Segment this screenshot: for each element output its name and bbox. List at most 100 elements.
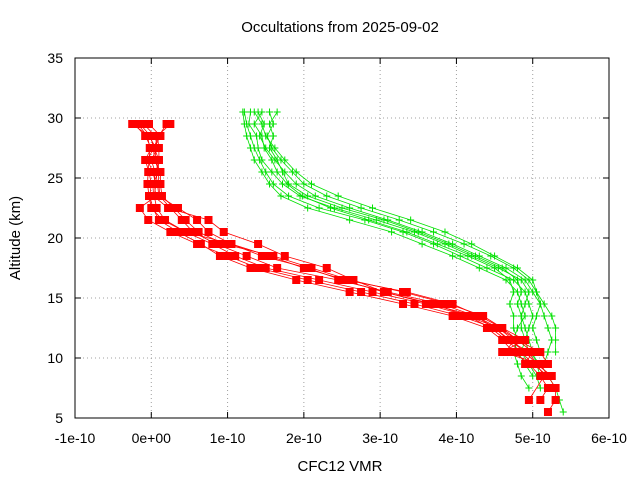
data-point	[240, 120, 248, 128]
data-point	[273, 264, 282, 272]
data-point	[471, 312, 480, 320]
data-point	[533, 312, 541, 320]
data-point	[273, 108, 281, 116]
x-tick-label: 5e-10	[515, 430, 551, 446]
series-line	[148, 123, 549, 377]
data-point	[509, 348, 518, 356]
data-point	[170, 204, 179, 212]
data-point	[548, 312, 556, 320]
data-point	[510, 312, 518, 320]
data-point	[543, 360, 552, 368]
data-point	[513, 336, 522, 344]
data-point	[414, 228, 422, 236]
data-point	[533, 336, 541, 344]
data-point	[536, 360, 545, 368]
y-tick-label: 20	[47, 230, 63, 246]
data-point	[517, 300, 525, 308]
x-tick-label: 1e-10	[210, 430, 246, 446]
data-point	[529, 324, 537, 332]
data-point	[266, 180, 274, 188]
data-point	[315, 204, 323, 212]
x-tick-label: -1e-10	[55, 430, 96, 446]
data-point	[543, 384, 552, 392]
data-point	[407, 216, 415, 224]
data-point	[277, 192, 285, 200]
data-point	[156, 180, 165, 188]
series-line	[139, 123, 553, 377]
data-point	[345, 288, 354, 296]
red-series	[149, 120, 552, 368]
data-point	[504, 336, 513, 344]
data-point	[315, 276, 324, 284]
data-point	[143, 132, 152, 140]
x-tick-label: 2e-10	[286, 430, 322, 446]
data-point	[498, 336, 507, 344]
red-series	[128, 120, 537, 368]
data-point	[307, 180, 315, 188]
data-point	[139, 120, 148, 128]
data-point	[456, 312, 465, 320]
data-point	[143, 180, 152, 188]
data-point	[219, 228, 228, 236]
data-point	[521, 324, 529, 332]
data-point	[261, 264, 270, 272]
data-point	[502, 348, 511, 356]
data-point	[533, 288, 541, 296]
x-tick-label: 6e-10	[591, 430, 627, 446]
data-point	[551, 396, 560, 404]
data-point	[285, 192, 293, 200]
data-point	[472, 252, 479, 260]
data-point	[189, 228, 198, 236]
data-point	[491, 252, 499, 260]
data-point	[292, 168, 300, 176]
data-point	[521, 312, 529, 320]
data-point	[498, 264, 506, 272]
data-point	[300, 180, 308, 188]
x-axis: -1e-10 0e+00 1e-10 2e-10 3e-10 4e-10 5e-10 6e-1…	[55, 58, 627, 446]
data-point	[273, 168, 281, 176]
data-point	[162, 120, 171, 128]
data-point	[430, 228, 438, 236]
data-point	[369, 204, 377, 212]
data-point	[449, 252, 457, 260]
y-tick-label: 10	[47, 350, 63, 366]
data-point	[181, 216, 190, 224]
data-point	[327, 204, 335, 212]
data-point	[521, 336, 530, 344]
data-point	[166, 228, 175, 236]
data-point	[399, 288, 408, 296]
chart-title: Occultations from 2025-09-02	[241, 19, 439, 36]
data-point	[441, 228, 449, 236]
data-point	[181, 228, 190, 236]
data-point	[298, 192, 306, 200]
data-point	[280, 252, 289, 260]
data-point	[193, 216, 202, 224]
x-tick-label: 4e-10	[439, 430, 475, 446]
data-point	[269, 252, 278, 260]
data-point	[258, 108, 266, 116]
data-point	[483, 264, 491, 272]
data-point	[551, 384, 560, 392]
data-point	[543, 372, 552, 380]
red-series	[135, 120, 556, 380]
data-point	[524, 396, 533, 404]
data-point	[254, 264, 263, 272]
data-point	[445, 240, 453, 248]
y-tick-label: 30	[47, 110, 63, 126]
data-point	[144, 168, 153, 176]
x-axis-label: CFC12 VMR	[297, 458, 382, 475]
series-line	[248, 111, 541, 389]
x-tick-label: 0e+00	[132, 430, 172, 446]
data-point	[365, 216, 373, 224]
data-point	[517, 372, 525, 380]
data-point	[292, 276, 301, 284]
data-point	[456, 252, 464, 260]
data-point	[260, 144, 268, 152]
data-point	[266, 120, 274, 128]
data-point	[173, 228, 182, 236]
data-point	[204, 216, 213, 224]
y-tick-label: 15	[47, 290, 63, 306]
data-point	[307, 264, 316, 272]
green-series	[250, 108, 533, 392]
